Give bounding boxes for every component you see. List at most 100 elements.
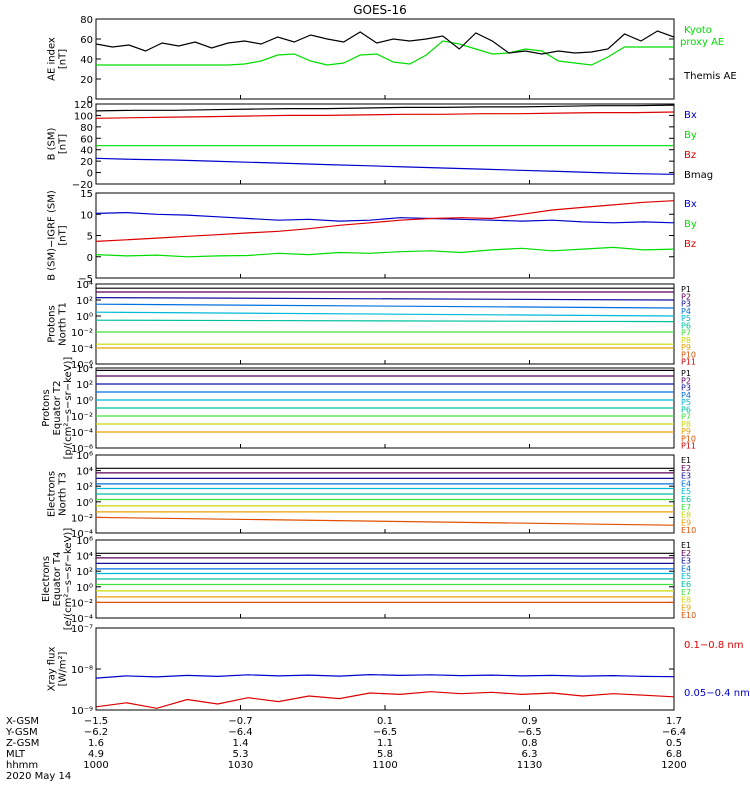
channel-label: E7 (681, 588, 691, 597)
y-tick-label: 10⁻⁴ (71, 529, 93, 540)
y-tick-label: 20 (80, 75, 93, 86)
footer-value: 1.4 (233, 738, 249, 749)
y-tick-label: 10⁴ (76, 467, 93, 478)
channel-label: P7 (681, 329, 691, 338)
y-tick-label: 10⁻⁴ (71, 428, 93, 439)
y-axis-label: [e/(cm²−s−sr−keV)] (63, 528, 74, 631)
y-tick-label: 10⁻⁶ (71, 444, 93, 455)
channel-label: P3 (681, 384, 691, 393)
y-tick-label: 0 (87, 253, 93, 264)
y-tick-label: 10⁴ (76, 364, 93, 375)
channel-label: E2 (681, 549, 691, 558)
data-lines (96, 673, 674, 709)
series-line (96, 673, 674, 679)
y-tick-label: 10² (76, 567, 93, 578)
footer-value: 0.5 (666, 738, 682, 749)
channel-label: P1 (681, 285, 691, 294)
footer-row-label: hhmm (6, 760, 38, 771)
y-tick-label: 10⁻² (71, 598, 93, 609)
series-line (96, 40, 674, 66)
legend-label: Bx (684, 110, 697, 121)
data-lines (96, 30, 674, 66)
footer-value: −6.4 (662, 727, 686, 738)
y-tick-label: 10⁻² (71, 513, 93, 524)
footer-value: 1000 (83, 760, 108, 771)
series-line (96, 246, 674, 258)
y-axis-label: Protons (47, 305, 58, 342)
legend-label: Bz (684, 150, 696, 161)
channel-label: P10 (681, 434, 696, 443)
footer-value: 0.9 (522, 716, 538, 727)
y-tick-label: 0 (87, 95, 93, 106)
footer-value: 6.8 (666, 749, 682, 760)
data-lines (96, 369, 674, 433)
channel-label: E6 (681, 580, 691, 589)
series-line (96, 30, 674, 55)
xray-flux-panel: 10⁻⁷ 10⁻⁸ 10⁻⁹ Xray flux [W/m²] 0.1−0.8 nm 0.0… (47, 624, 750, 717)
y-tick-label: 10² (76, 482, 93, 493)
y-tick-label: 60 (80, 35, 93, 46)
data-lines (96, 552, 674, 604)
channel-label: P10 (681, 350, 696, 359)
channel-label: E1 (681, 541, 691, 550)
y-axis-label: Equator T2 (52, 381, 63, 436)
y-tick-label: 10⁻⁷ (71, 624, 93, 635)
y-axis-label: B (SM) (47, 127, 58, 160)
legend-label: 0.1−0.8 nm (684, 640, 743, 651)
footer-value: 1130 (517, 760, 542, 771)
channel-label: P4 (681, 307, 691, 316)
y-tick-label: 120 (74, 100, 93, 111)
chart-title: GOES-16 (353, 3, 407, 17)
channel-label: E5 (681, 572, 691, 581)
footer-row-label: MLT (6, 749, 26, 760)
channel-label: P6 (681, 321, 691, 330)
legend-label: By (684, 219, 697, 230)
y-tick-label: 10⁻² (71, 328, 93, 339)
footer-row-label: X-GSM (6, 716, 39, 727)
series-line (96, 211, 674, 224)
y-tick-label: 10⁻² (71, 412, 93, 423)
protons-north-panel: 10⁴ 10² 10⁰ 10⁻² 10⁻⁴ 10⁻⁶ Protons North T1 P1P2… (47, 280, 697, 371)
footer-value: 1.6 (88, 738, 104, 749)
legend-label: By (684, 130, 697, 141)
channel-label: E1 (681, 456, 691, 465)
channel-label: E10 (681, 611, 696, 620)
channel-label: P9 (681, 343, 691, 352)
channel-label: E3 (681, 472, 691, 481)
data-lines (96, 104, 674, 175)
footer-value: −6.5 (373, 727, 397, 738)
channel-label: P5 (681, 398, 691, 407)
y-tick-label: 0 (87, 169, 93, 180)
legend-label: Bz (684, 239, 696, 250)
footer-value: 5.8 (377, 749, 393, 760)
channel-label: E6 (681, 495, 691, 504)
legend-label: Themis AE (683, 71, 737, 82)
y-tick-label: 80 (80, 15, 93, 26)
footer-value: 1.7 (666, 716, 682, 727)
y-tick-label: 10² (76, 296, 93, 307)
channel-label: E7 (681, 503, 691, 512)
legend-label: Bmag (684, 170, 713, 181)
y-tick-label: 20 (80, 157, 93, 168)
channel-label: P6 (681, 405, 691, 414)
y-tick-label: 10⁻⁸ (71, 665, 93, 676)
y-axis-label: [nT] (58, 49, 69, 69)
channel-label: E5 (681, 487, 691, 496)
panel-frame (95, 283, 675, 365)
channel-label: E4 (681, 479, 691, 488)
footer-date: 2020 May 14 (6, 771, 71, 782)
y-axis-label: Electrons (47, 471, 58, 517)
channel-label: E4 (681, 564, 691, 573)
electrons-equator-panel: 10⁶ 10⁴ 10² 10⁰ 10⁻² 10⁻⁴ Electrons Equator T4[… (41, 528, 696, 631)
series-line (96, 303, 674, 309)
footer-value: −6.2 (84, 727, 108, 738)
y-tick-label: 10 (80, 210, 93, 221)
y-axis-label: [nT] (58, 134, 69, 154)
channel-label: P1 (681, 369, 691, 378)
channel-label: P2 (681, 376, 691, 385)
panel-frame (95, 192, 675, 279)
series-line (96, 311, 674, 317)
